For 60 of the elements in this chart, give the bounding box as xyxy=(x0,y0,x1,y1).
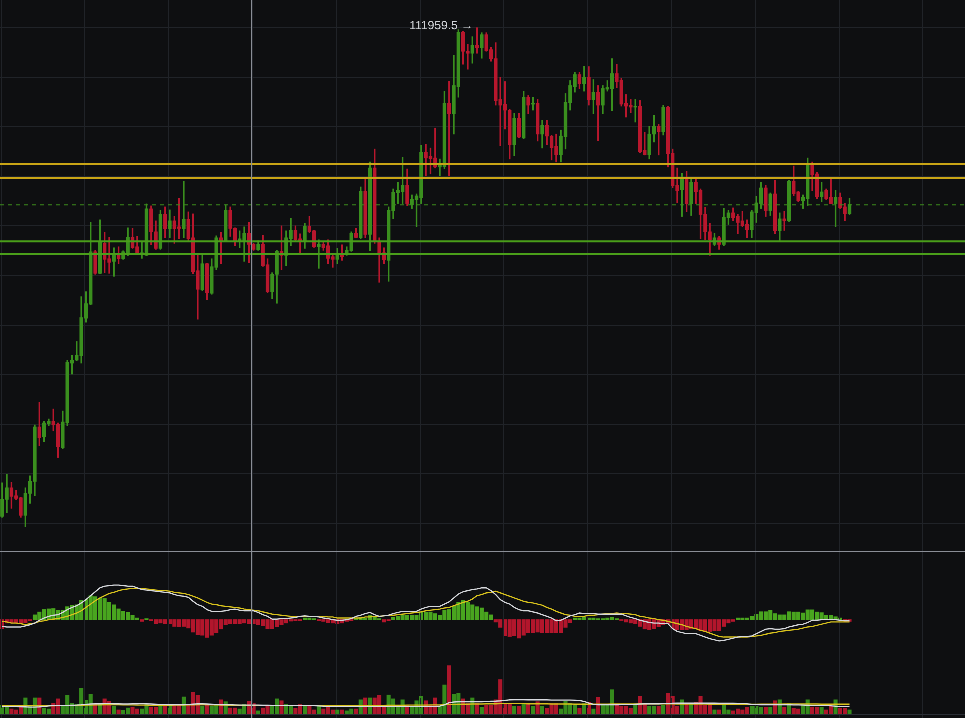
bar xyxy=(93,596,98,620)
bar xyxy=(600,706,606,714)
bar xyxy=(768,707,773,714)
bar xyxy=(182,696,186,714)
bar xyxy=(517,706,522,714)
bar xyxy=(340,710,344,714)
bar xyxy=(354,708,358,714)
bar xyxy=(717,710,722,714)
bar xyxy=(466,602,470,620)
bar xyxy=(480,707,484,714)
bar xyxy=(526,620,531,634)
bar xyxy=(578,708,582,714)
bar xyxy=(182,620,186,627)
bar xyxy=(596,697,600,714)
bar xyxy=(810,610,815,620)
bar xyxy=(582,704,586,714)
bar xyxy=(447,666,452,714)
bar xyxy=(848,710,852,714)
bar xyxy=(116,710,121,714)
bar xyxy=(18,620,24,624)
bar xyxy=(112,706,116,714)
bar xyxy=(750,706,754,714)
bar xyxy=(330,710,335,714)
bar xyxy=(526,704,531,714)
bar xyxy=(46,708,51,714)
bar xyxy=(592,708,596,714)
bar xyxy=(750,616,754,620)
bar xyxy=(219,700,224,714)
bar xyxy=(200,706,205,714)
candlestick xyxy=(782,211,786,231)
bar xyxy=(242,620,247,624)
bar xyxy=(722,704,726,714)
bar xyxy=(656,706,661,714)
bar xyxy=(522,704,526,714)
annotation: 111959.5 → xyxy=(410,18,474,32)
bar xyxy=(661,706,666,714)
bar xyxy=(256,710,260,714)
bar xyxy=(810,706,815,714)
bar xyxy=(452,606,456,620)
bar xyxy=(336,710,340,714)
bar xyxy=(736,708,740,714)
bar xyxy=(205,705,210,714)
bar xyxy=(391,617,396,620)
bar xyxy=(512,706,517,714)
bar xyxy=(168,706,172,714)
bar xyxy=(540,620,545,634)
bar xyxy=(712,710,717,714)
bar xyxy=(764,707,768,714)
bar xyxy=(536,702,540,714)
bar xyxy=(820,707,824,714)
bar xyxy=(648,706,652,714)
bar xyxy=(531,706,536,714)
bar xyxy=(824,710,829,714)
bar xyxy=(107,602,112,620)
bar xyxy=(32,614,38,620)
bar xyxy=(782,707,787,714)
bar xyxy=(540,706,545,714)
bar xyxy=(628,708,633,714)
bar xyxy=(634,704,638,714)
bar xyxy=(228,708,233,714)
